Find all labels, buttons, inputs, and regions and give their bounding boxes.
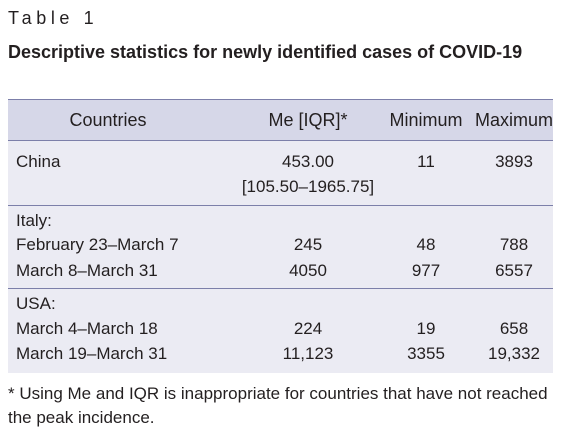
usa-period-2-minimum: 3355 [407, 344, 445, 363]
row-usa-label: USA: [16, 294, 56, 313]
header-me-iqr: Me [IQR]* [268, 110, 348, 130]
italy-period-1-me: 245 [293, 235, 323, 254]
italy-period-2-maximum: 6557 [495, 261, 533, 280]
table-footnote: * Using Me and IQR is inappropriate for … [8, 384, 548, 427]
row-china-label: China [16, 152, 61, 171]
table-label: Table 1 [8, 8, 99, 28]
row-separator [8, 205, 553, 206]
usa-period-2-me: 11,123 [282, 344, 334, 363]
usa-period-1: March 4–March 18 [16, 319, 158, 338]
italy-period-1-maximum: 788 [499, 235, 529, 254]
italy-period-2: March 8–March 31 [16, 261, 158, 280]
header-minimum: Minimum [389, 110, 463, 130]
statistics-table: Countries Me [IQR]* Minimum Maximum Chin… [8, 99, 553, 373]
italy-period-1: February 23–March 7 [16, 235, 179, 254]
usa-period-1-me: 224 [293, 319, 323, 338]
italy-period-2-me: 4050 [289, 261, 327, 280]
header-maximum: Maximum [474, 110, 553, 130]
china-iqr: [105.50–1965.75] [241, 177, 375, 196]
usa-period-2: March 19–March 31 [16, 344, 168, 363]
header-countries: Countries [69, 110, 147, 130]
china-maximum: 3893 [495, 152, 533, 171]
table-header-row: Countries Me [IQR]* Minimum Maximum [8, 100, 553, 141]
italy-period-2-minimum: 977 [411, 261, 441, 280]
italy-period-1-minimum: 48 [416, 235, 436, 254]
row-separator [8, 288, 553, 289]
usa-period-1-maximum: 658 [499, 319, 529, 338]
usa-period-1-minimum: 19 [416, 319, 436, 338]
usa-period-2-maximum: 19,332 [488, 344, 540, 363]
table-caption: Descriptive statistics for newly identif… [8, 42, 523, 62]
china-minimum: 11 [417, 152, 435, 171]
row-italy-label: Italy: [16, 211, 52, 230]
china-me: 453.00 [282, 152, 334, 171]
